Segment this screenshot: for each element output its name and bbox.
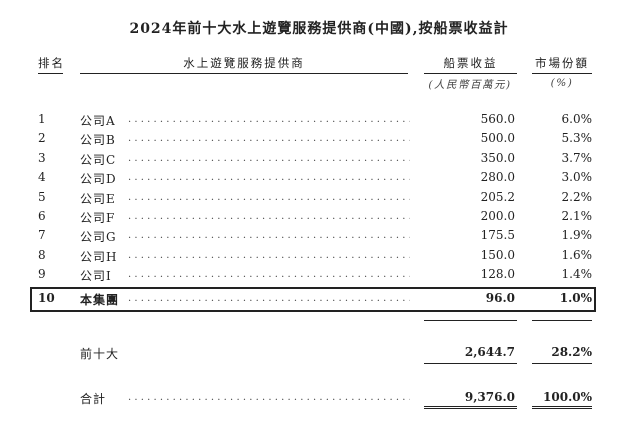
provider-cell: 公司D: [80, 172, 117, 187]
table-title: 2024年前十大水上遊覽服務提供商(中國),按船票收益計: [129, 21, 509, 37]
share-cell: 2.2%: [561, 189, 593, 204]
leader-dots: ........................................…: [128, 269, 410, 281]
leader-dots: ........................................…: [128, 249, 410, 261]
revenue-cell: 500.0: [480, 131, 515, 146]
leader-dots: ........................................…: [128, 293, 410, 304]
revenue-cell: 280.0: [480, 170, 515, 185]
top10-revenue-rule: [424, 363, 517, 364]
top10-share-rule: [532, 363, 592, 364]
total-label: 合計: [80, 392, 107, 406]
provider-cell: 公司F: [80, 211, 116, 225]
table-row: 10 本集團...................................…: [0, 291, 638, 310]
share-cell: 5.3%: [561, 131, 593, 146]
highlight-box-group: [30, 287, 596, 312]
rank-cell: 7: [38, 228, 46, 243]
share-cell: 6.0%: [561, 112, 593, 126]
provider-cell: 公司C: [80, 152, 117, 167]
total-share-double-rule: [532, 406, 592, 409]
revenue-cell: 96.0: [485, 291, 515, 305]
share-cell: 1.4%: [561, 267, 593, 282]
share-subtotal-rule: [532, 320, 592, 321]
revenue-cell: 560.0: [480, 112, 515, 126]
rank-cell: 6: [38, 209, 46, 223]
revenue-cell: 205.2: [480, 189, 515, 204]
rank-cell: 3: [38, 150, 46, 165]
leader-dots: ........................................…: [128, 191, 410, 203]
provider-cell: 公司A: [80, 114, 116, 128]
rank-cell: 5: [38, 189, 46, 204]
leader-dots: ........................................…: [128, 172, 410, 184]
top10-share: 28.2%: [551, 345, 592, 359]
leader-dots: ........................................…: [128, 152, 410, 164]
revenue-cell: 200.0: [480, 209, 515, 223]
total-revenue: 9,376.0: [464, 390, 515, 404]
top10-label: 前十大: [80, 347, 120, 361]
total-share: 100.0%: [543, 390, 592, 404]
header-share: 市場份額: [532, 55, 592, 74]
share-cell: 1.9%: [561, 228, 593, 243]
share-cell: 1.6%: [561, 247, 593, 262]
provider-cell: 公司B: [80, 133, 116, 148]
rank-cell: 8: [38, 247, 46, 262]
table-row: 6 公司F....................................…: [0, 209, 638, 228]
revenue-cell: 128.0: [480, 267, 515, 282]
revenue-cell: 150.0: [480, 247, 515, 262]
leader-dots: ........................................…: [128, 392, 410, 403]
revenue-unit: (人民幣百萬元): [428, 79, 512, 91]
share-cell: 3.0%: [561, 170, 593, 185]
leader-dots: ........................................…: [128, 114, 410, 125]
share-unit: (%): [550, 77, 574, 89]
provider-cell: 公司H: [80, 249, 118, 264]
top10-row: 前十大 2,644.7 28.2%: [0, 345, 638, 364]
share-cell: 3.7%: [561, 150, 593, 165]
provider-cell: 公司G: [80, 230, 117, 245]
table-row: 4 公司D....................................…: [0, 170, 638, 189]
leader-dots: ........................................…: [128, 133, 410, 145]
table-row: 1 公司A....................................…: [0, 112, 638, 131]
share-cell: 2.1%: [561, 209, 593, 223]
revenue-cell: 350.0: [480, 150, 515, 165]
table-row: 2 公司B....................................…: [0, 131, 638, 150]
total-row: 合計 .....................................…: [0, 390, 638, 409]
rank-cell: 10: [38, 291, 55, 305]
header-revenue: 船票收益: [424, 55, 517, 74]
rank-cell: 4: [38, 170, 46, 185]
table-row: 5 公司E....................................…: [0, 190, 638, 209]
header-rank: 排名: [38, 55, 63, 74]
share-cell: 1.0%: [559, 291, 592, 305]
provider-cell: 本集團: [80, 293, 120, 307]
table-row: 9 公司I....................................…: [0, 267, 638, 286]
revenue-subtotal-rule: [424, 320, 517, 321]
total-revenue-double-rule: [424, 406, 517, 409]
provider-cell: 公司I: [80, 269, 112, 284]
table-row: 8 公司H....................................…: [0, 248, 638, 267]
revenue-cell: 175.5: [480, 228, 515, 243]
header-provider: 水上遊覽服務提供商: [80, 55, 408, 74]
rank-cell: 2: [38, 131, 46, 146]
leader-dots: ........................................…: [128, 211, 410, 222]
rank-cell: 1: [38, 112, 46, 126]
provider-cell: 公司E: [80, 191, 116, 206]
rank-cell: 9: [38, 267, 46, 282]
table-row: 3 公司C....................................…: [0, 151, 638, 170]
top10-revenue: 2,644.7: [464, 345, 515, 359]
leader-dots: ........................................…: [128, 230, 410, 242]
table-row: 7 公司G....................................…: [0, 228, 638, 247]
